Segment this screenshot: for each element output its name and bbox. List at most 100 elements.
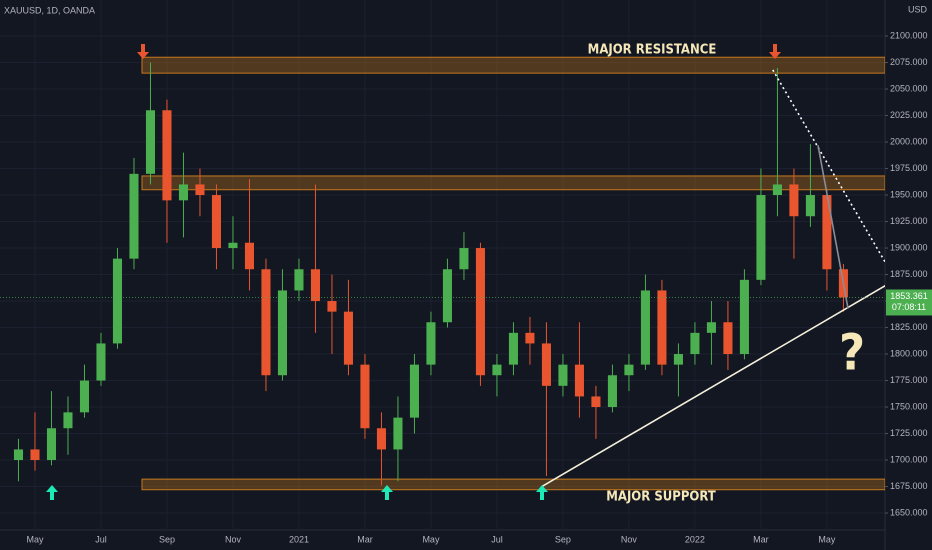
candle-body	[591, 396, 601, 408]
y-tick-label: 1950.000	[890, 189, 928, 199]
annotation: ?	[839, 324, 865, 382]
candle-body	[739, 279, 749, 355]
candle-body	[541, 343, 551, 386]
countdown: 07:08:11	[892, 302, 926, 312]
y-tick-label: 1700.000	[890, 454, 928, 464]
x-tick-label: Jul	[491, 534, 503, 544]
candle-body	[772, 184, 782, 196]
candle-body	[63, 412, 73, 429]
candle-body	[195, 184, 205, 196]
candle-body	[475, 248, 485, 376]
candle-body	[79, 380, 90, 413]
y-tick-label: 1775.000	[890, 375, 928, 385]
zone	[141, 478, 885, 491]
candle-body	[360, 364, 370, 429]
candle-body	[640, 290, 650, 365]
up-arrow	[536, 485, 548, 500]
candle-body	[706, 322, 716, 333]
y-tick-label: 1800.000	[890, 348, 928, 358]
y-tick-label: 2050.000	[890, 83, 928, 93]
candle-body	[211, 195, 222, 249]
candle-body	[442, 269, 452, 323]
candle-body	[261, 269, 271, 376]
y-tick-label: 2075.000	[890, 57, 928, 67]
candle-body	[624, 364, 634, 376]
price-tag	[886, 289, 932, 316]
candle-body	[607, 375, 617, 408]
candle-body	[574, 364, 584, 397]
candle-body	[805, 195, 815, 217]
candle-body	[162, 110, 172, 201]
candle-body	[277, 290, 287, 376]
candle-body	[310, 269, 320, 302]
candle-body	[46, 428, 57, 461]
price-tag-label: 1853.361	[890, 291, 928, 301]
x-tick-label: Jul	[95, 534, 107, 544]
candle-body	[459, 248, 469, 270]
trend-line	[541, 284, 885, 488]
candle-body	[673, 354, 683, 365]
y-tick-label: 2025.000	[890, 110, 928, 120]
annotation: MAJOR RESISTANCE	[588, 43, 717, 58]
candle-body	[376, 428, 386, 450]
y-tick-label: 1825.000	[890, 322, 928, 332]
down-arrow	[137, 44, 149, 59]
y-tick-label: 1925.000	[890, 216, 928, 226]
candle-body	[343, 311, 353, 365]
y-tick-label: 1875.000	[890, 269, 928, 279]
y-tick-label: 1900.000	[890, 242, 928, 252]
arrow-icons	[46, 485, 548, 500]
trend-line	[817, 145, 849, 309]
candle-body	[756, 195, 766, 280]
candle-body	[690, 332, 700, 355]
candle-body	[112, 258, 123, 344]
y-tick-label: 1675.000	[890, 481, 928, 491]
x-tick-label: Mar	[357, 534, 373, 544]
y-tick-label: 1975.000	[890, 163, 928, 173]
x-tick-label: May	[422, 534, 440, 544]
x-tick-label: 2021	[289, 534, 309, 544]
symbol-header: XAUUSD, 1D, OANDA	[4, 5, 95, 15]
candle-body	[723, 322, 733, 355]
y-tick-label: 1650.000	[890, 507, 928, 517]
candle-body	[525, 332, 535, 344]
candle-body	[393, 417, 403, 450]
y-tick-label: 1750.000	[890, 401, 928, 411]
y-tick-label: 2000.000	[890, 136, 928, 146]
candle-body	[558, 364, 568, 386]
x-tick-label: May	[26, 534, 44, 544]
candle-body	[789, 184, 799, 217]
candle-body	[228, 242, 238, 249]
x-tick-label: May	[818, 534, 836, 544]
candle-body	[822, 195, 832, 270]
candle-body	[327, 301, 337, 312]
x-tick-label: Nov	[225, 534, 242, 544]
candle-body	[657, 290, 667, 365]
candle-body	[145, 110, 156, 174]
currency: USD	[908, 4, 928, 14]
candle-body	[30, 449, 40, 461]
trend-line	[772, 69, 885, 263]
y-tick-label: 1725.000	[890, 428, 928, 438]
up-arrow	[46, 485, 58, 500]
x-tick-label: Sep	[555, 534, 571, 544]
candle-body	[409, 364, 419, 418]
down-arrow	[769, 44, 781, 59]
x-tick-label: Sep	[159, 534, 175, 544]
candle-body	[13, 449, 24, 461]
candle-body	[244, 242, 255, 270]
y-tick-label: 2100.000	[890, 30, 928, 40]
zone	[141, 56, 885, 74]
x-tick-label: Mar	[753, 534, 769, 544]
zone	[141, 175, 885, 191]
x-tick-label: 2022	[685, 534, 705, 544]
candle-body	[294, 269, 304, 291]
candle-body	[129, 173, 139, 259]
x-tick-label: Nov	[621, 534, 638, 544]
plot-area	[0, 0, 885, 530]
candle-body	[508, 332, 518, 365]
up-arrow	[381, 485, 393, 500]
candle-body	[96, 343, 106, 381]
annotation: MAJOR SUPPORT	[606, 490, 715, 505]
